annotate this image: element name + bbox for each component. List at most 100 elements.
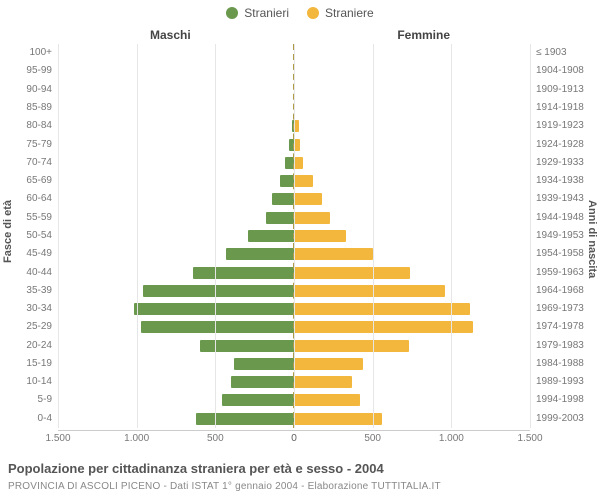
x-tick-label: 500 — [207, 433, 224, 444]
birth-year-label: 1949-1953 — [530, 229, 584, 243]
age-label: 100+ — [29, 46, 58, 60]
birth-year-label: 1979-1983 — [530, 339, 584, 353]
caption-title: Popolazione per cittadinanza straniera p… — [8, 461, 384, 476]
grid-line — [373, 44, 374, 428]
bar-female — [294, 230, 346, 242]
x-axis: 1.5001.5001.0001.00050050000 — [58, 430, 530, 444]
caption-subtitle: PROVINCIA DI ASCOLI PICENO - Dati ISTAT … — [8, 481, 441, 492]
bar-male — [248, 230, 294, 242]
legend-label-male: Stranieri — [244, 6, 289, 20]
birth-year-label: 1919-1923 — [530, 119, 584, 133]
birth-year-label: 1974-1978 — [530, 320, 584, 334]
bar-female — [294, 358, 363, 370]
legend-swatch-female — [307, 7, 319, 19]
x-tick-label: 1.000 — [439, 433, 464, 444]
age-label: 20-24 — [26, 339, 58, 353]
age-label: 65-69 — [26, 174, 58, 188]
age-label: 60-64 — [26, 192, 58, 206]
bar-male — [226, 248, 294, 260]
grid-line — [137, 44, 138, 428]
birth-year-label: 1939-1943 — [530, 192, 584, 206]
age-label: 30-34 — [26, 302, 58, 316]
grid-line — [215, 44, 216, 428]
birth-year-label: 1969-1973 — [530, 302, 584, 316]
bar-male — [141, 321, 294, 333]
birth-year-label: 1934-1938 — [530, 174, 584, 188]
birth-year-label: 1904-1908 — [530, 64, 584, 78]
plot-area: 100+≤ 190395-991904-190890-941909-191385… — [58, 44, 530, 428]
age-label: 25-29 — [26, 320, 58, 334]
bar-female — [294, 413, 382, 425]
grid-line — [451, 44, 452, 428]
bar-female — [294, 394, 360, 406]
bar-female — [294, 321, 473, 333]
bar-male — [222, 394, 294, 406]
birth-year-label: 1994-1998 — [530, 393, 584, 407]
age-label: 10-14 — [26, 375, 58, 389]
x-tick-label: 1.000 — [124, 433, 149, 444]
bar-female — [294, 376, 352, 388]
birth-year-label: 1959-1963 — [530, 266, 584, 280]
legend-item-male: Stranieri — [226, 6, 289, 20]
bar-female — [294, 340, 409, 352]
bar-male — [134, 303, 294, 315]
age-label: 50-54 — [26, 229, 58, 243]
age-label: 45-49 — [26, 247, 58, 261]
bar-female — [294, 212, 330, 224]
y-axis-left-title: Fasce di età — [2, 200, 14, 263]
age-label: 5-9 — [38, 393, 58, 407]
grid-line — [530, 44, 531, 428]
column-title-female: Femmine — [397, 28, 450, 42]
bar-female — [294, 157, 303, 169]
birth-year-label: 1909-1913 — [530, 83, 584, 97]
birth-year-label: 1999-2003 — [530, 412, 584, 426]
legend: Stranieri Straniere — [0, 6, 600, 20]
x-tick-label: 1.500 — [45, 433, 70, 444]
bar-female — [294, 193, 322, 205]
age-label: 85-89 — [26, 101, 58, 115]
birth-year-label: 1944-1948 — [530, 211, 584, 225]
column-title-male: Maschi — [150, 28, 191, 42]
legend-swatch-male — [226, 7, 238, 19]
birth-year-label: 1964-1968 — [530, 284, 584, 298]
age-label: 95-99 — [26, 64, 58, 78]
grid-line — [294, 44, 295, 428]
birth-year-label: 1984-1988 — [530, 357, 584, 371]
age-label: 15-19 — [26, 357, 58, 371]
grid-line — [58, 44, 59, 428]
age-label: 0-4 — [38, 412, 58, 426]
y-axis-right-title: Anni di nascita — [586, 200, 598, 278]
age-label: 80-84 — [26, 119, 58, 133]
age-label: 75-79 — [26, 138, 58, 152]
bar-male — [193, 267, 294, 279]
bar-male — [234, 358, 294, 370]
x-tick-label: 0 — [291, 433, 297, 444]
pyramid-chart: Stranieri Straniere Maschi Femmine Fasce… — [0, 0, 600, 500]
birth-year-label: 1954-1958 — [530, 247, 584, 261]
x-tick-label: 1.500 — [517, 433, 542, 444]
age-label: 70-74 — [26, 156, 58, 170]
bar-male — [196, 413, 294, 425]
bar-female — [294, 267, 410, 279]
legend-label-female: Straniere — [325, 6, 374, 20]
bar-female — [294, 248, 373, 260]
bar-male — [272, 193, 294, 205]
bar-male — [266, 212, 294, 224]
birth-year-label: 1924-1928 — [530, 138, 584, 152]
bar-male — [280, 175, 294, 187]
bar-female — [294, 175, 313, 187]
bar-female — [294, 303, 470, 315]
age-label: 55-59 — [26, 211, 58, 225]
bar-female — [294, 285, 445, 297]
bar-male — [143, 285, 294, 297]
birth-year-label: 1929-1933 — [530, 156, 584, 170]
legend-item-female: Straniere — [307, 6, 374, 20]
x-tick-label: 500 — [364, 433, 381, 444]
birth-year-label: 1914-1918 — [530, 101, 584, 115]
age-label: 40-44 — [26, 266, 58, 280]
age-label: 90-94 — [26, 83, 58, 97]
bar-male — [231, 376, 294, 388]
bar-male — [200, 340, 294, 352]
age-label: 35-39 — [26, 284, 58, 298]
birth-year-label: ≤ 1903 — [530, 46, 567, 60]
